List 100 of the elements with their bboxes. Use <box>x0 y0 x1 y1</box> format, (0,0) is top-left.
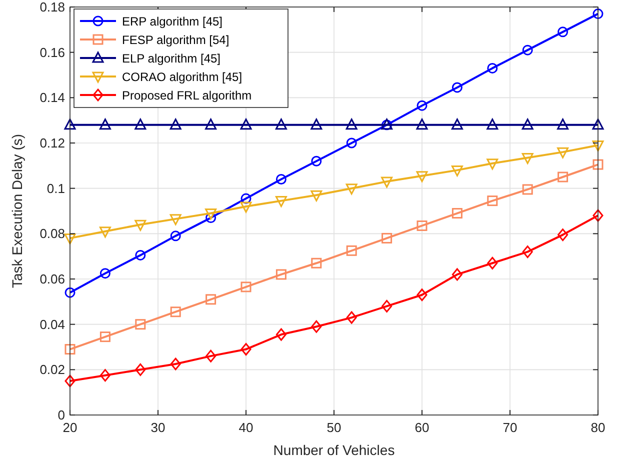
legend-label: Proposed FRL algorithm <box>122 88 252 102</box>
point <box>64 344 76 355</box>
point <box>99 226 111 238</box>
point <box>557 118 569 130</box>
y-axis-title: Task Execution Delay (s) <box>9 134 25 288</box>
point <box>346 245 357 256</box>
point <box>100 369 110 382</box>
x-tick-label: 40 <box>238 420 254 435</box>
point <box>451 118 463 130</box>
point <box>64 287 76 298</box>
point <box>240 193 252 204</box>
point <box>135 363 146 376</box>
point <box>487 196 498 206</box>
point <box>486 158 498 170</box>
point <box>487 256 498 270</box>
y-tick-label: 0.12 <box>40 136 65 150</box>
point <box>522 152 534 164</box>
point <box>346 138 357 148</box>
y-tick-label: 0.06 <box>40 272 65 286</box>
y-tick-label: 0 <box>58 408 65 422</box>
point <box>592 8 604 20</box>
point <box>558 228 568 242</box>
y-tick-label: 0.18 <box>40 0 65 14</box>
point <box>134 220 146 231</box>
y-tick-label: 0.16 <box>40 44 65 60</box>
point <box>64 118 76 130</box>
legend-label: ELP algorithm [45] <box>122 52 221 66</box>
x-axis-title: Number of Vehicles <box>273 442 395 458</box>
point <box>311 156 322 166</box>
x-tick-label: 60 <box>414 420 430 435</box>
point <box>276 269 286 280</box>
point <box>310 118 322 130</box>
point <box>240 282 252 292</box>
point <box>240 343 252 356</box>
point <box>64 233 76 244</box>
x-tick-label: 20 <box>62 420 78 435</box>
point <box>592 140 604 152</box>
point <box>205 118 217 130</box>
point <box>592 118 604 130</box>
point <box>522 246 533 258</box>
point <box>311 320 322 333</box>
point <box>346 118 358 130</box>
point <box>99 118 111 130</box>
point <box>416 118 428 130</box>
y-tick-label: 0.14 <box>40 90 65 106</box>
point <box>522 44 533 56</box>
point <box>170 214 182 226</box>
point <box>275 118 287 130</box>
point <box>452 268 462 281</box>
point <box>170 230 181 242</box>
point <box>451 165 463 176</box>
point <box>170 118 182 130</box>
point <box>558 172 568 182</box>
point <box>416 171 428 182</box>
point <box>487 62 498 74</box>
point <box>346 311 357 324</box>
legend-label: ERP algorithm [45] <box>122 14 222 28</box>
point <box>381 176 393 188</box>
y-tick-label: 0.04 <box>40 316 65 332</box>
point <box>275 196 287 208</box>
point <box>170 358 181 370</box>
x-tick-label: 30 <box>150 420 166 435</box>
point <box>416 288 428 302</box>
point <box>416 220 428 231</box>
point <box>522 184 533 195</box>
point <box>135 319 146 330</box>
point <box>276 174 286 185</box>
legend-label: FESP algorithm [54] <box>122 33 230 47</box>
point <box>346 184 358 195</box>
point <box>592 209 604 222</box>
point <box>170 306 181 318</box>
point <box>206 294 216 305</box>
x-tick-label: 80 <box>590 420 606 435</box>
point <box>206 350 216 362</box>
legend-label: CORAO algorithm [45] <box>122 70 242 84</box>
point <box>100 268 110 279</box>
point <box>382 300 392 312</box>
x-tick-label: 70 <box>502 420 518 435</box>
y-tick-label: 0.1 <box>46 180 65 196</box>
point <box>205 208 217 220</box>
y-tick-label: 0.08 <box>40 226 65 242</box>
point <box>240 202 252 213</box>
point <box>592 159 604 170</box>
point <box>452 82 462 93</box>
x-tick-label: 50 <box>326 420 342 435</box>
point <box>486 118 498 130</box>
point <box>100 332 110 342</box>
y-tick-label: 0.02 <box>40 362 65 378</box>
point <box>558 26 568 38</box>
point <box>240 118 252 130</box>
point <box>416 100 428 111</box>
point <box>382 232 392 244</box>
point <box>522 118 534 130</box>
point <box>64 374 76 388</box>
point <box>310 190 322 202</box>
point <box>276 328 286 341</box>
point <box>452 208 462 219</box>
point <box>557 147 569 158</box>
point <box>311 258 322 268</box>
point <box>134 118 146 130</box>
